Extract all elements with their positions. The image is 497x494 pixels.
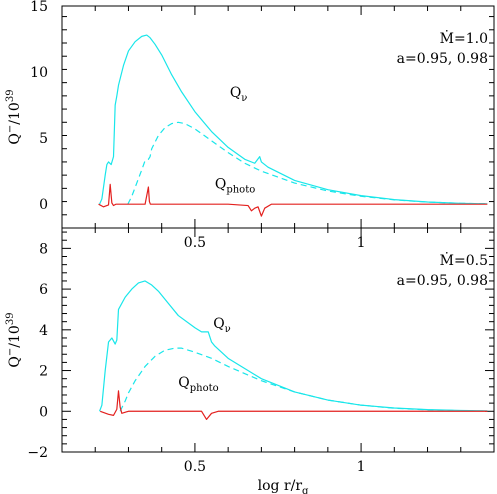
bottom-y-tick-label: 4 [39, 323, 48, 339]
top-x-tick-label: 0.5 [184, 235, 206, 251]
top-series-q-adv [127, 121, 488, 205]
bottom-y-tick-label: 6 [39, 282, 48, 298]
bottom-y-tick-label: 0 [39, 404, 48, 420]
bottom-y-axis-label: Q−/1039 [5, 312, 23, 367]
top-y-axis-label: Q−/1039 [5, 89, 23, 144]
top-y-tick-label: 10 [30, 65, 48, 81]
bottom-annotation-1: Ṁ=0.5 [440, 251, 488, 269]
bottom-x-tick-label: 1 [357, 459, 366, 475]
top-annotation-1: Ṁ=1.0 [440, 29, 488, 47]
bottom-label-q-photo: Qphoto [178, 375, 218, 394]
top-label-q-photo: Qphoto [215, 176, 255, 195]
bottom-y-tick-label: 2 [39, 364, 48, 380]
bottom-series-q-adv [119, 347, 488, 412]
top-panel: 0 5 10 15 0.5 1 Q−/1039 Ṁ=1.0 a=0.95, 0.98 Qν Qpho… [5, 0, 495, 251]
bottom-panel: −2 0 2 4 6 8 0.5 1 Q−/1039 log r/rg Ṁ=0.5 a=0.95, 0… [5, 227, 495, 494]
bottom-y-tick-label: −2 [27, 445, 48, 461]
top-series-q-photo [98, 183, 488, 217]
top-series-q-nu [99, 34, 488, 205]
x-axis-label: log r/rg [258, 478, 309, 494]
bottom-frame [61, 227, 495, 453]
top-y-tick-label: 0 [39, 197, 48, 213]
top-label-q-nu: Qν [230, 85, 248, 104]
top-frame [61, 5, 495, 229]
bottom-annotation-2: a=0.95, 0.98 [397, 273, 488, 289]
top-x-tick-label: 1 [357, 235, 366, 251]
bottom-label-q-nu: Qν [213, 316, 231, 335]
bottom-series-q-photo [100, 390, 488, 421]
top-annotation-2: a=0.95, 0.98 [397, 51, 488, 67]
bottom-x-tick-label: 0.5 [184, 459, 206, 475]
bottom-y-tick-label: 8 [39, 241, 48, 257]
top-y-tick-label: 5 [39, 131, 48, 147]
top-y-tick-label: 15 [30, 0, 48, 15]
